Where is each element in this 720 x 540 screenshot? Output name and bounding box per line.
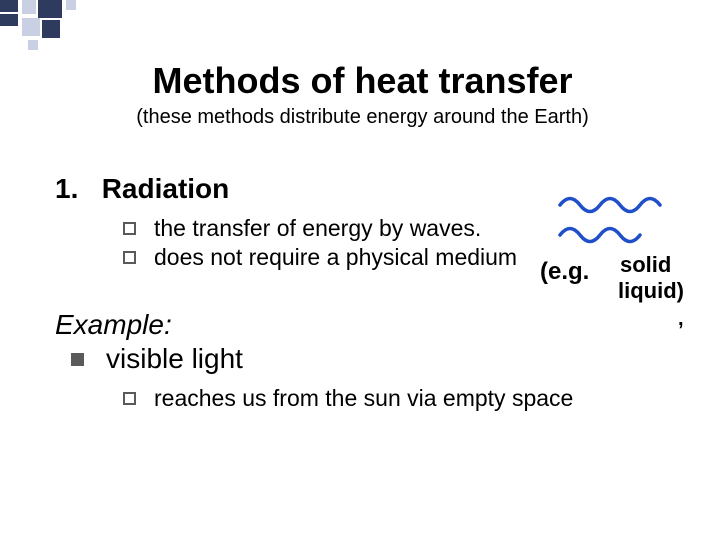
sub-bullet-text: reaches us from the sun via empty space <box>154 385 573 412</box>
example-text: visible light <box>106 343 243 375</box>
slide-subtitle: (these methods distribute energy around … <box>55 106 670 129</box>
corner-decoration <box>0 0 130 50</box>
sub-bullet-list: reaches us from the sun via empty space <box>123 385 670 412</box>
handwritten-solid: solid <box>620 252 671 278</box>
example-item: visible light <box>71 343 670 375</box>
section-number: 1. <box>55 173 78 204</box>
handwritten-liquid: liquid) <box>618 278 684 304</box>
handwritten-comma: , <box>678 308 684 331</box>
example-label: Example: <box>55 309 670 341</box>
list-item: reaches us from the sun via empty space <box>123 385 670 412</box>
slide-title: Methods of heat transfer <box>55 60 670 102</box>
square-bullet-icon <box>71 353 84 366</box>
wave-annotation-icon <box>555 190 665 250</box>
bullet-text: does not require a physical medium <box>154 244 517 271</box>
bullet-text: the transfer of energy by waves. <box>154 215 481 242</box>
box-bullet-icon <box>123 251 136 264</box>
box-bullet-icon <box>123 222 136 235</box>
handwritten-eg: (e.g. <box>540 258 589 286</box>
box-bullet-icon <box>123 392 136 405</box>
section-title: Radiation <box>102 173 230 204</box>
